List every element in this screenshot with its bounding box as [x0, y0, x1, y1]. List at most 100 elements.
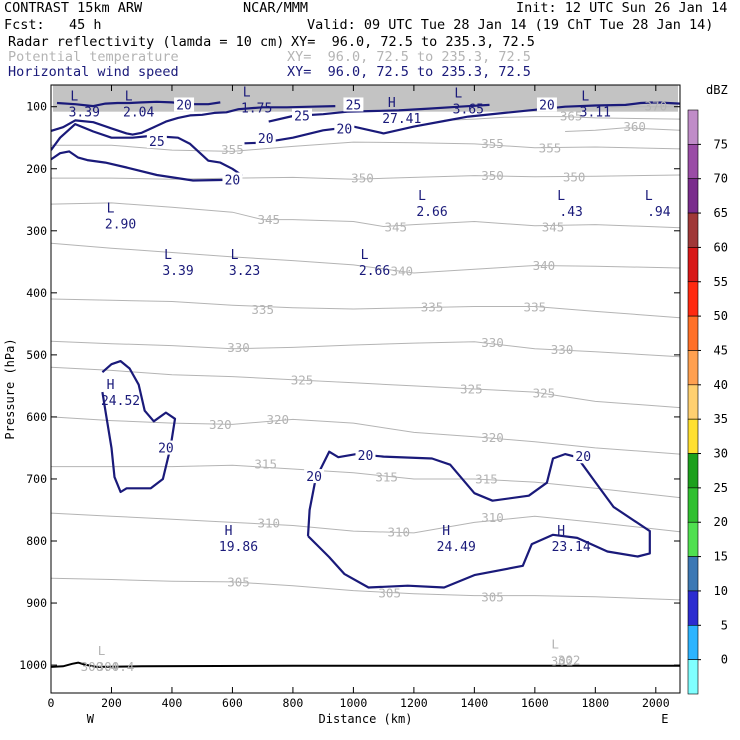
wind-extremum-value: 3.39 [69, 106, 100, 121]
wind-label: 25 [149, 135, 165, 150]
theta-label: 325 [460, 382, 483, 397]
theta-contour-325 [51, 366, 680, 409]
theta-extremum-value: 302 [558, 653, 581, 668]
theta-extremum-marker: L [551, 637, 559, 652]
field-theta-xy: XY= 96.0, 72.5 to 235.3, 72.5 [287, 49, 531, 65]
colorbar-label: 70 [714, 172, 728, 186]
theta-isentropes [51, 85, 680, 601]
y-tick-label: 900 [26, 596, 47, 610]
axes: 100 200 300 400 500 600 700 800 900 1000 0 200 400 60… [3, 85, 680, 726]
wind-extremum-value: 3.11 [580, 106, 611, 121]
x-tick-label: 200 [101, 696, 122, 710]
wind-label: 25 [294, 110, 310, 125]
theta-contour-340 [51, 242, 680, 274]
colorbar-swatch [687, 556, 699, 592]
x-tick-label: 0 [48, 696, 55, 710]
colorbar-label: 50 [714, 309, 728, 323]
wind-label: 20 [306, 470, 322, 485]
y-tick-label: 100 [26, 100, 47, 114]
x-tick-label: 1800 [581, 696, 609, 710]
y-tick-label: 600 [26, 410, 47, 424]
x-tick-label: 400 [162, 696, 183, 710]
wind-extremum-value: .43 [559, 205, 582, 220]
theta-label: 340 [390, 264, 413, 279]
wind-label: 20 [225, 174, 241, 189]
model-title: CONTRAST 15km ARW [4, 0, 143, 16]
colorbar-swatch [687, 624, 699, 660]
wind-extremum-marker: H [225, 524, 233, 539]
wind-label: 20 [358, 449, 374, 464]
theta-label: 365 [560, 109, 583, 124]
theta-label: 335 [421, 300, 444, 315]
colorbar-label: 15 [714, 550, 728, 564]
theta-label: 350 [351, 171, 374, 186]
wind-label: 20 [539, 98, 555, 113]
x-axis-label: Distance (km) [319, 712, 413, 726]
theta-label: 315 [254, 457, 277, 472]
wind-extremum-marker: L [125, 90, 133, 105]
theta-contour-310 [51, 512, 680, 534]
theta-label: 355 [539, 140, 562, 155]
wind-extremum-marker: L [243, 85, 251, 100]
wind-label: 20 [337, 123, 353, 138]
colorbar-swatch [687, 453, 699, 489]
field-wind-name: Horizontal wind speed [8, 64, 179, 80]
wind-extremum-value: 2.66 [416, 205, 447, 220]
theta-contour-320 [51, 416, 680, 455]
y-tick-label: 1000 [19, 658, 47, 672]
y-tick-label: 800 [26, 534, 47, 548]
header: CONTRAST 15km ARW NCAR/MMM Init: 12 UTC … [0, 0, 740, 90]
wind-extremum-value: 24.49 [437, 540, 476, 555]
theta-label: 305 [378, 586, 401, 601]
theta-label: 310 [481, 510, 504, 525]
theta-contour-365 [444, 116, 680, 121]
theta-label: 315 [475, 472, 498, 487]
theta-contour-360 [565, 127, 680, 132]
wind-extremum-marker: L [557, 189, 565, 204]
wind-extremum-value: 1.75 [241, 101, 272, 116]
wind-extremum-marker: L [418, 189, 426, 204]
x-tick-label: 2000 [642, 696, 670, 710]
wind-extremum-marker: L [231, 248, 239, 263]
theta-extremum-value: 300.4 [97, 659, 135, 674]
field-reflectivity-name: Radar reflectivity (lamda = 10 cm) [8, 34, 285, 50]
theta-label: 320 [209, 417, 232, 432]
wind-extremum-value: 19.86 [219, 540, 258, 555]
wind-contour-20-0 [101, 360, 177, 494]
field-theta-name: Potential temperature [8, 49, 179, 65]
plot-frame [50, 84, 681, 694]
y-tick-label: 400 [26, 286, 47, 300]
theta-label: 330 [481, 335, 504, 350]
theta-label: 325 [533, 385, 556, 400]
wind-extremum-value: 3.23 [229, 264, 260, 279]
field-wind-xy: XY= 96.0, 72.5 to 235.3, 72.5 [287, 64, 531, 80]
wind-contours [51, 100, 680, 589]
colorbar-swatch [687, 212, 699, 248]
x-tick-label: 1400 [461, 696, 489, 710]
colorbar-label: 75 [714, 137, 728, 151]
field-reflectivity-xy: XY= 96.0, 72.5 to 235.3, 72.5 [291, 34, 535, 50]
wind-extremum-value: 2.90 [105, 217, 136, 232]
theta-label: 335 [251, 302, 274, 317]
theta-label: 345 [542, 220, 565, 235]
wind-label: 20 [575, 450, 591, 465]
institution: NCAR/MMM [243, 0, 309, 16]
wind-extremum-value: 27.41 [382, 112, 421, 127]
theta-label: 340 [533, 258, 556, 273]
colorbar-label: 35 [714, 412, 728, 426]
wind-extremum-value: 3.65 [453, 103, 484, 118]
surface-line [50, 661, 680, 668]
colorbar-label: 0 [721, 653, 728, 667]
colorbar-swatch [687, 109, 699, 145]
theta-label: 355 [221, 142, 244, 157]
colorbar-label: 20 [714, 515, 728, 529]
wind-label: 20 [176, 98, 192, 113]
theta-label: 305 [227, 575, 250, 590]
theta-label: 360 [623, 119, 646, 134]
y-tick-label: 500 [26, 348, 47, 362]
plot-border [50, 84, 681, 694]
theta-contour-305 [51, 577, 680, 601]
colorbar-label: 40 [714, 378, 728, 392]
